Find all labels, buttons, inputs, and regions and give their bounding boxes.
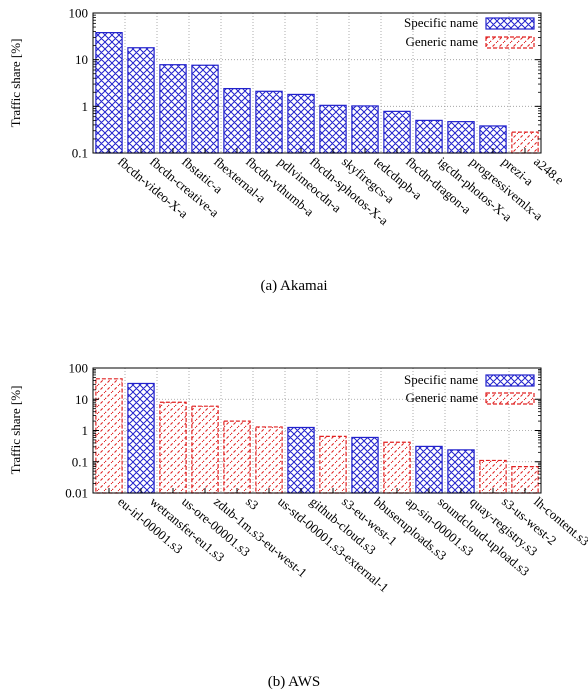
aws-ytick-label: 0.01 [65,486,88,501]
akamai-bars [95,32,539,154]
aws-bar-s3-eu-west-1 [319,435,347,494]
aws-yticks: 0.01 0.1 1 10 100 [65,361,541,501]
aws-ytick-label: 1 [82,423,89,438]
aws-bar-wetransfer-eu1.s3 [127,382,155,494]
akamai-yticks: 0.1 1 10 100 [69,6,541,161]
aws-ytick-label: 100 [69,361,89,376]
aws-legend: Specific name Generic name [404,372,535,405]
aws-xtick-label: s3 [243,494,261,513]
akamai-legend-generic-swatch [485,36,535,49]
aws-legend-generic-label: Generic name [405,390,478,405]
akamai-bar-skyfiregcs-a [319,104,347,154]
akamai-ytick-label: 10 [75,52,88,67]
akamai-legend-specific-label: Specific name [404,15,478,30]
akamai-bar-fbexternal-a [191,64,219,154]
aws-bar-zdub-1m.s3-eu-west-1 [191,405,219,494]
akamai-bar-fbcdn-dragon-a [383,110,411,154]
akamai-ytick-label: 1 [82,99,89,114]
akamai-bar-fbcdn-sphotos-X-a [287,93,315,154]
akamai-bar-fbstatic-a [159,64,187,154]
aws-ytick-label: 0.1 [72,454,88,469]
aws-ylabel: Traffic share [%] [8,386,23,475]
aws-legend-specific-label: Specific name [404,372,478,387]
aws-bar-us-std-00001.s3-external-1 [255,426,283,494]
aws-bar-s3 [223,420,251,494]
aws-bar-bbuseruploads.s3 [351,436,379,494]
akamai-ytick-label: 0.1 [72,146,88,161]
akamai-bar-fbcdn-video-X-a [95,32,123,154]
akamai-plot-frame [92,12,542,154]
aws-ytick-label: 10 [75,392,88,407]
akamai-ylabel: Traffic share [%] [8,39,23,128]
panel-aws: 0.01 0.1 1 10 100 Traffic share [%] eu-irl-0… [8,361,588,691]
aws-bar-us-ore-00001.s3 [159,401,187,494]
akamai-legend-generic-label: Generic name [405,34,478,49]
aws-bar-github-cloud.s3 [287,426,315,494]
akamai-bar-tedcdnpb-a [351,105,379,154]
akamai-ytick-label: 100 [69,6,89,21]
akamai-caption: (a) Akamai [260,278,327,294]
aws-legend-specific-swatch [485,374,535,387]
aws-bars [95,378,539,494]
akamai-bar-pdlvimeocdn-a [255,90,283,154]
akamai-legend-specific-swatch [485,17,535,30]
panel-akamai: 0.1 1 10 100 Traffic share [%] fbcdn-video-… [8,6,567,295]
akamai-xticks: fbcdn-video-X-afbcdn-creative-afbstatic-… [108,148,567,228]
akamai-bar-fbcdn-creative-a [127,47,155,154]
aws-xticks: eu-irl-00001.s3wetransfer-eu1.s3us-ore-0… [108,488,588,595]
aws-bar-soundcloud-upload.s3 [415,445,443,494]
akamai-legend: Specific name Generic name [404,15,535,49]
aws-bar-s3-us-west-2 [479,459,507,494]
aws-caption: (b) AWS [268,674,321,690]
akamai-xtick-label: a248.e [531,154,567,188]
akamai-grid [93,13,541,153]
aws-bar-eu-irl-00001.s3 [95,378,123,494]
aws-legend-generic-swatch [485,392,535,405]
aws-bar-ap-sin-00001.s3 [383,441,411,494]
aws-bar-quay-registry.s3 [447,449,475,494]
akamai-bar-fbcdn-vthumb-a [223,87,251,154]
